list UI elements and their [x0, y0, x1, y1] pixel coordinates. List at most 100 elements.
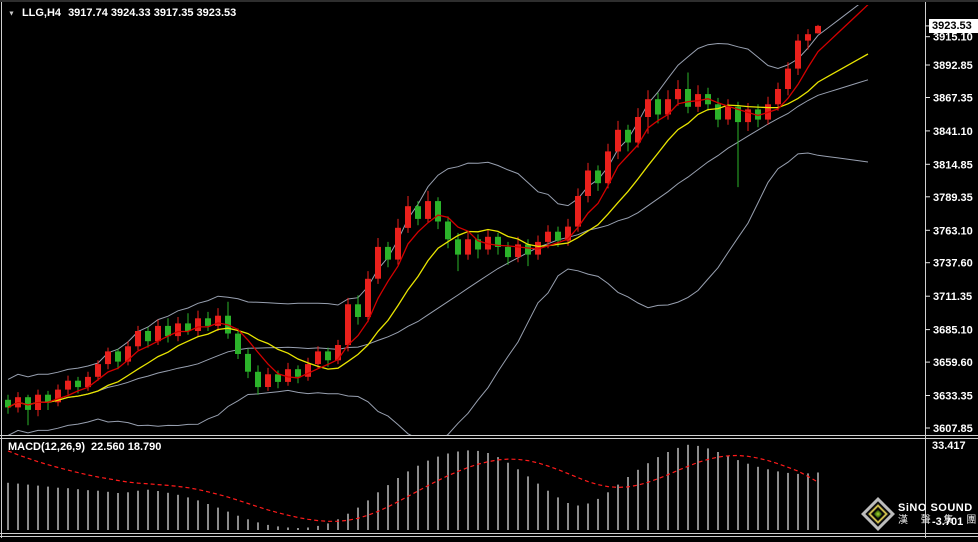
macd-values-label: 22.560 18.790 [91, 441, 162, 453]
candle-body [675, 89, 681, 100]
macd-pane [7, 444, 819, 530]
price-axis: 3915.10 3892.85 3867.35 3841.10 3814.85 3789.… [925, 25, 973, 435]
candle-body [805, 34, 811, 41]
candle-body [375, 246, 381, 279]
candle-body [775, 89, 781, 105]
candle-body [285, 369, 291, 382]
candle-body [455, 239, 461, 255]
candle-body [425, 201, 431, 219]
candle-body [485, 236, 491, 250]
candle-body [85, 376, 91, 388]
candle-body [215, 315, 221, 326]
candle-body [395, 227, 401, 260]
candle-body [325, 351, 331, 361]
macd-signal-line [7, 450, 819, 522]
price-axis-tick-label: 3915.10 [933, 32, 973, 44]
candle-body [575, 196, 581, 227]
candle-body [635, 117, 641, 143]
bollinger-middle-band [7, 79, 869, 408]
candle-body [265, 374, 271, 387]
candle-body [735, 106, 741, 123]
price-axis-tick-label: 3633.35 [933, 391, 973, 403]
ohlc-values-label: 3917.74 3924.33 3917.35 3923.53 [68, 7, 237, 19]
candle-body [725, 106, 731, 120]
bottom-border-line [0, 533, 978, 534]
candle-body [795, 40, 801, 69]
dropdown-triangle-icon[interactable]: ▼ [8, 10, 15, 17]
candle-body [45, 394, 51, 403]
candle-body [115, 351, 121, 362]
brand-logo: SiNO SOUND 漢 聲 集 團 [861, 497, 978, 531]
price-axis-tick-label: 3867.35 [933, 93, 973, 105]
candle-body [235, 333, 241, 354]
candle-body [515, 244, 521, 258]
brand-text-block: SiNO SOUND 漢 聲 集 團 [898, 501, 978, 526]
brand-name: SiNO SOUND [898, 501, 973, 514]
axis-border-line [925, 2, 926, 538]
candle-body [755, 109, 761, 120]
brand-diamond-icon [861, 497, 895, 531]
pane-splitter-lower-line[interactable] [0, 438, 978, 439]
candle-body [615, 129, 621, 152]
candle-body [295, 369, 301, 377]
candle-body [565, 226, 571, 241]
candle-body [505, 246, 511, 258]
ma-slow-line [7, 53, 869, 408]
candle-body [275, 374, 281, 382]
candle-body [125, 346, 131, 362]
candle-body [475, 239, 481, 250]
candle-body [495, 236, 501, 247]
candle-body [585, 170, 591, 196]
candle-body [195, 318, 201, 331]
candle-body [435, 201, 441, 222]
candle-body [75, 380, 81, 388]
candle-body [155, 325, 161, 342]
candle-body [415, 206, 421, 219]
ma-fast-line [7, 5, 869, 408]
candle-body [205, 318, 211, 326]
candle-body [625, 129, 631, 143]
bollinger-lower-band [7, 152, 869, 435]
candle-body [175, 323, 181, 337]
candle-body [105, 351, 111, 365]
price-axis-tick-label: 3711.35 [933, 291, 972, 303]
price-axis-tick-label: 3685.10 [933, 325, 973, 337]
candle-body [135, 331, 141, 347]
candle-body [535, 241, 541, 255]
candle-body [815, 25, 821, 34]
candle-body [545, 231, 551, 242]
candle-body [315, 351, 321, 365]
chart-title-bar: ▼ LLG,H4 3917.74 3924.33 3917.35 3923.53 [8, 7, 236, 19]
symbol-timeframe-label: LLG,H4 [21, 7, 62, 19]
price-pane [5, 5, 869, 435]
pane-splitter[interactable] [0, 435, 978, 436]
price-axis-tick-label: 3763.10 [933, 225, 973, 237]
macd-axis-min-label: -3.701 [932, 516, 964, 528]
candle-body [385, 246, 391, 260]
price-axis-tick-label: 3607.85 [933, 423, 973, 435]
candle-body [555, 231, 561, 241]
candle-body [365, 278, 371, 317]
candle-body [525, 244, 531, 255]
left-border-line [1, 2, 2, 538]
candle-body [355, 304, 361, 317]
candle-body [745, 109, 751, 123]
bollinger-upper-band [7, 5, 859, 380]
price-axis-tick-label: 3841.10 [933, 126, 973, 138]
macd-name-label: MACD(12,26,9) [8, 441, 86, 453]
candle-body [405, 206, 411, 228]
candle-body [145, 331, 151, 342]
price-axis-tick-label: 3789.35 [933, 192, 973, 204]
candle-body [665, 99, 671, 115]
candle-body [685, 89, 691, 107]
candle-body [715, 104, 721, 120]
bottom-border-line-2 [0, 536, 978, 537]
candle-body [445, 221, 451, 240]
candle-body [335, 345, 341, 361]
candle-body [185, 323, 191, 331]
candle-body [5, 399, 11, 408]
candle-body [305, 364, 311, 377]
price-axis-tick-label: 3814.85 [933, 159, 973, 171]
